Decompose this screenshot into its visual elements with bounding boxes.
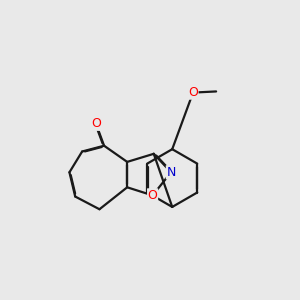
Text: O: O xyxy=(148,189,158,202)
Text: O: O xyxy=(188,86,198,99)
Text: N: N xyxy=(167,166,176,179)
Text: O: O xyxy=(91,117,101,130)
